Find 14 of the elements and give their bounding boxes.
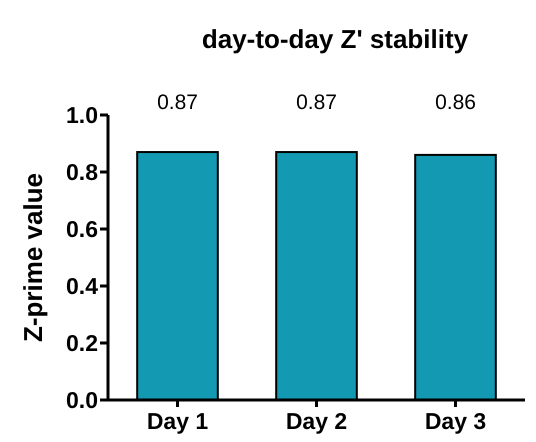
chart-title: day-to-day Z' stability xyxy=(202,24,469,54)
y-tick-label: 0.2 xyxy=(66,330,98,356)
data-label: 0.87 xyxy=(157,91,198,114)
x-tick-label: Day 1 xyxy=(146,408,208,434)
x-tick-label: Day 3 xyxy=(424,408,486,434)
y-tick-label: 0.6 xyxy=(66,216,98,242)
y-tick-label: 0.4 xyxy=(66,273,98,300)
data-label: 0.86 xyxy=(435,91,476,114)
x-tick-label: Day 2 xyxy=(286,408,348,434)
y-tick-label: 1.0 xyxy=(66,102,98,128)
y-axis-title: Z-prime value xyxy=(18,172,48,342)
data-label: 0.87 xyxy=(296,91,337,114)
y-tick-label: 0.0 xyxy=(66,387,98,414)
y-tick-label: 0.8 xyxy=(66,159,98,186)
